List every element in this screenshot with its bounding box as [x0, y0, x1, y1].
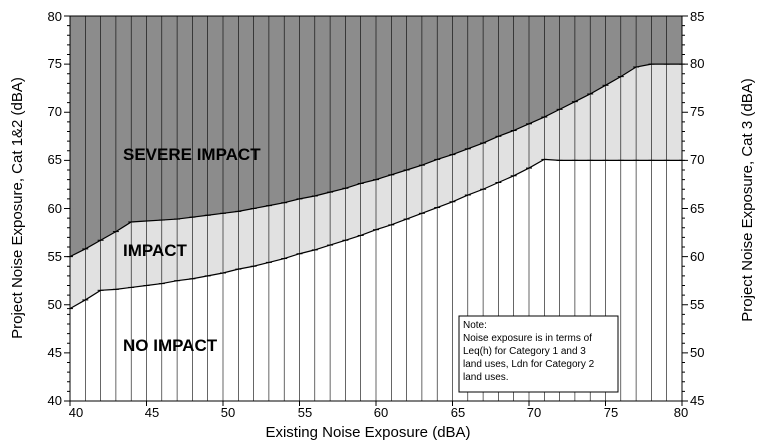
y-left-tick-label: 70: [48, 104, 62, 119]
y-left-tick-label: 65: [48, 152, 62, 167]
y-axis-title-left: Project Noise Exposure, Cat 1&2 (dBA): [9, 77, 26, 339]
y-right-tick-label: 60: [690, 249, 704, 264]
y-right-tick-label: 50: [690, 345, 704, 360]
note-line-3: Leq(h) for Category 1 and 3: [463, 346, 586, 357]
x-tick-label: 60: [374, 405, 388, 420]
y-left-tick-label: 40: [48, 393, 62, 408]
region-label-severe: SEVERE IMPACT: [123, 145, 261, 164]
region-label-none: NO IMPACT: [123, 336, 218, 355]
note-line-4: land uses, Ldn for Category 2: [463, 359, 595, 370]
x-tick-label: 50: [221, 405, 235, 420]
y-right-tick-label: 70: [690, 152, 704, 167]
region-label-impact: IMPACT: [123, 241, 188, 260]
y-right-tick-label: 65: [690, 201, 704, 216]
note-box-frame: [458, 315, 619, 393]
x-axis-title: Existing Noise Exposure (dBA): [265, 424, 470, 441]
note-box: Note: Noise exposure is in terms of Leq(…: [458, 315, 619, 393]
y-right-tick-label: 45: [690, 393, 704, 408]
y-left-tick-label: 45: [48, 345, 62, 360]
y-axis-title-right: Project Noise Exposure, Cat 3 (dBA): [739, 78, 756, 321]
x-tick-label: 55: [298, 405, 312, 420]
x-tick-label: 40: [69, 405, 83, 420]
x-tick-label: 70: [527, 405, 541, 420]
y-right-tick-label: 85: [690, 9, 704, 24]
x-tick-label: 65: [451, 405, 465, 420]
y-right-tick-label: 55: [690, 297, 704, 312]
y-left-tick-label: 75: [48, 56, 62, 71]
x-tick-label: 75: [604, 405, 618, 420]
note-line-2: Noise exposure is in terms of: [463, 333, 592, 344]
x-tick-label: 80: [674, 405, 688, 420]
y-right-tick-label: 75: [690, 104, 704, 119]
note-line-1: Note:: [463, 320, 487, 331]
y-left-tick-label: 55: [48, 249, 62, 264]
y-left-tick-label: 80: [48, 9, 62, 24]
threshold-lines: [67, 63, 685, 310]
plot-frame: [69, 15, 683, 402]
note-line-5: land uses.: [463, 372, 509, 383]
y-right-tick-label: 80: [690, 56, 704, 71]
y-left-tick-label: 60: [48, 201, 62, 216]
y-left-tick-label: 50: [48, 297, 62, 312]
x-tick-label: 45: [145, 405, 159, 420]
